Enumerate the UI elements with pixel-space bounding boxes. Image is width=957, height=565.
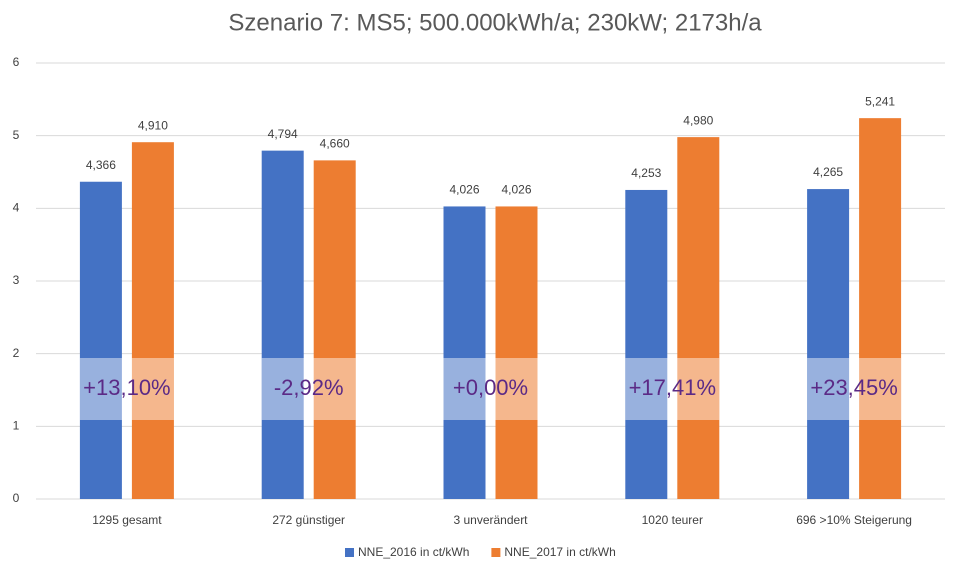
bar xyxy=(677,137,720,499)
bar xyxy=(261,150,304,500)
bar xyxy=(495,206,538,499)
chart-title: Szenario 7: MS5; 500.000kWh/a; 230kW; 21… xyxy=(228,9,762,36)
bar xyxy=(443,206,486,499)
legend-swatch xyxy=(345,548,354,557)
value-label: 4,253 xyxy=(631,166,661,180)
value-label: 4,794 xyxy=(268,127,298,141)
legend-label: NNE_2016 in ct/kWh xyxy=(358,545,469,559)
bar xyxy=(859,118,902,500)
annotation-band xyxy=(79,358,174,420)
legend-label: NNE_2017 in ct/kWh xyxy=(504,545,615,559)
value-label: 4,026 xyxy=(449,183,479,197)
x-tick-label: 272 günstiger xyxy=(272,513,345,527)
bar xyxy=(313,160,356,499)
value-label: 4,026 xyxy=(501,183,531,197)
bar xyxy=(625,189,668,499)
bar xyxy=(79,181,122,499)
y-tick-label: 6 xyxy=(13,55,20,69)
annotation-band xyxy=(443,358,538,420)
annotation: +13,10% xyxy=(83,375,170,400)
bar xyxy=(807,189,850,499)
value-label: 4,366 xyxy=(86,158,116,172)
x-tick-label: 3 unverändert xyxy=(453,513,528,527)
value-label: 4,265 xyxy=(813,165,843,179)
annotation: -2,92% xyxy=(274,375,344,400)
value-label: 5,241 xyxy=(865,94,895,108)
x-tick-label: 1020 teurer xyxy=(642,513,703,527)
y-tick-label: 2 xyxy=(13,346,20,360)
y-tick-label: 5 xyxy=(13,128,20,142)
x-tick-label: 696 >10% Steigerung xyxy=(796,513,912,527)
value-label: 4,660 xyxy=(320,137,350,151)
annotation-band xyxy=(261,358,356,420)
annotation-band xyxy=(625,358,720,420)
legend-swatch xyxy=(491,548,501,557)
value-label: 4,910 xyxy=(138,118,168,132)
y-tick-label: 1 xyxy=(13,419,20,433)
x-tick-label: 1295 gesamt xyxy=(92,513,162,527)
annotation: +17,41% xyxy=(629,375,716,400)
annotation: +23,45% xyxy=(810,375,897,400)
y-tick-label: 0 xyxy=(13,491,20,505)
annotation: +0,00% xyxy=(453,375,528,400)
y-tick-label: 4 xyxy=(13,201,20,215)
annotation-band xyxy=(807,358,902,420)
bar xyxy=(131,142,174,499)
value-label: 4,980 xyxy=(683,113,713,127)
y-tick-label: 3 xyxy=(13,273,20,287)
